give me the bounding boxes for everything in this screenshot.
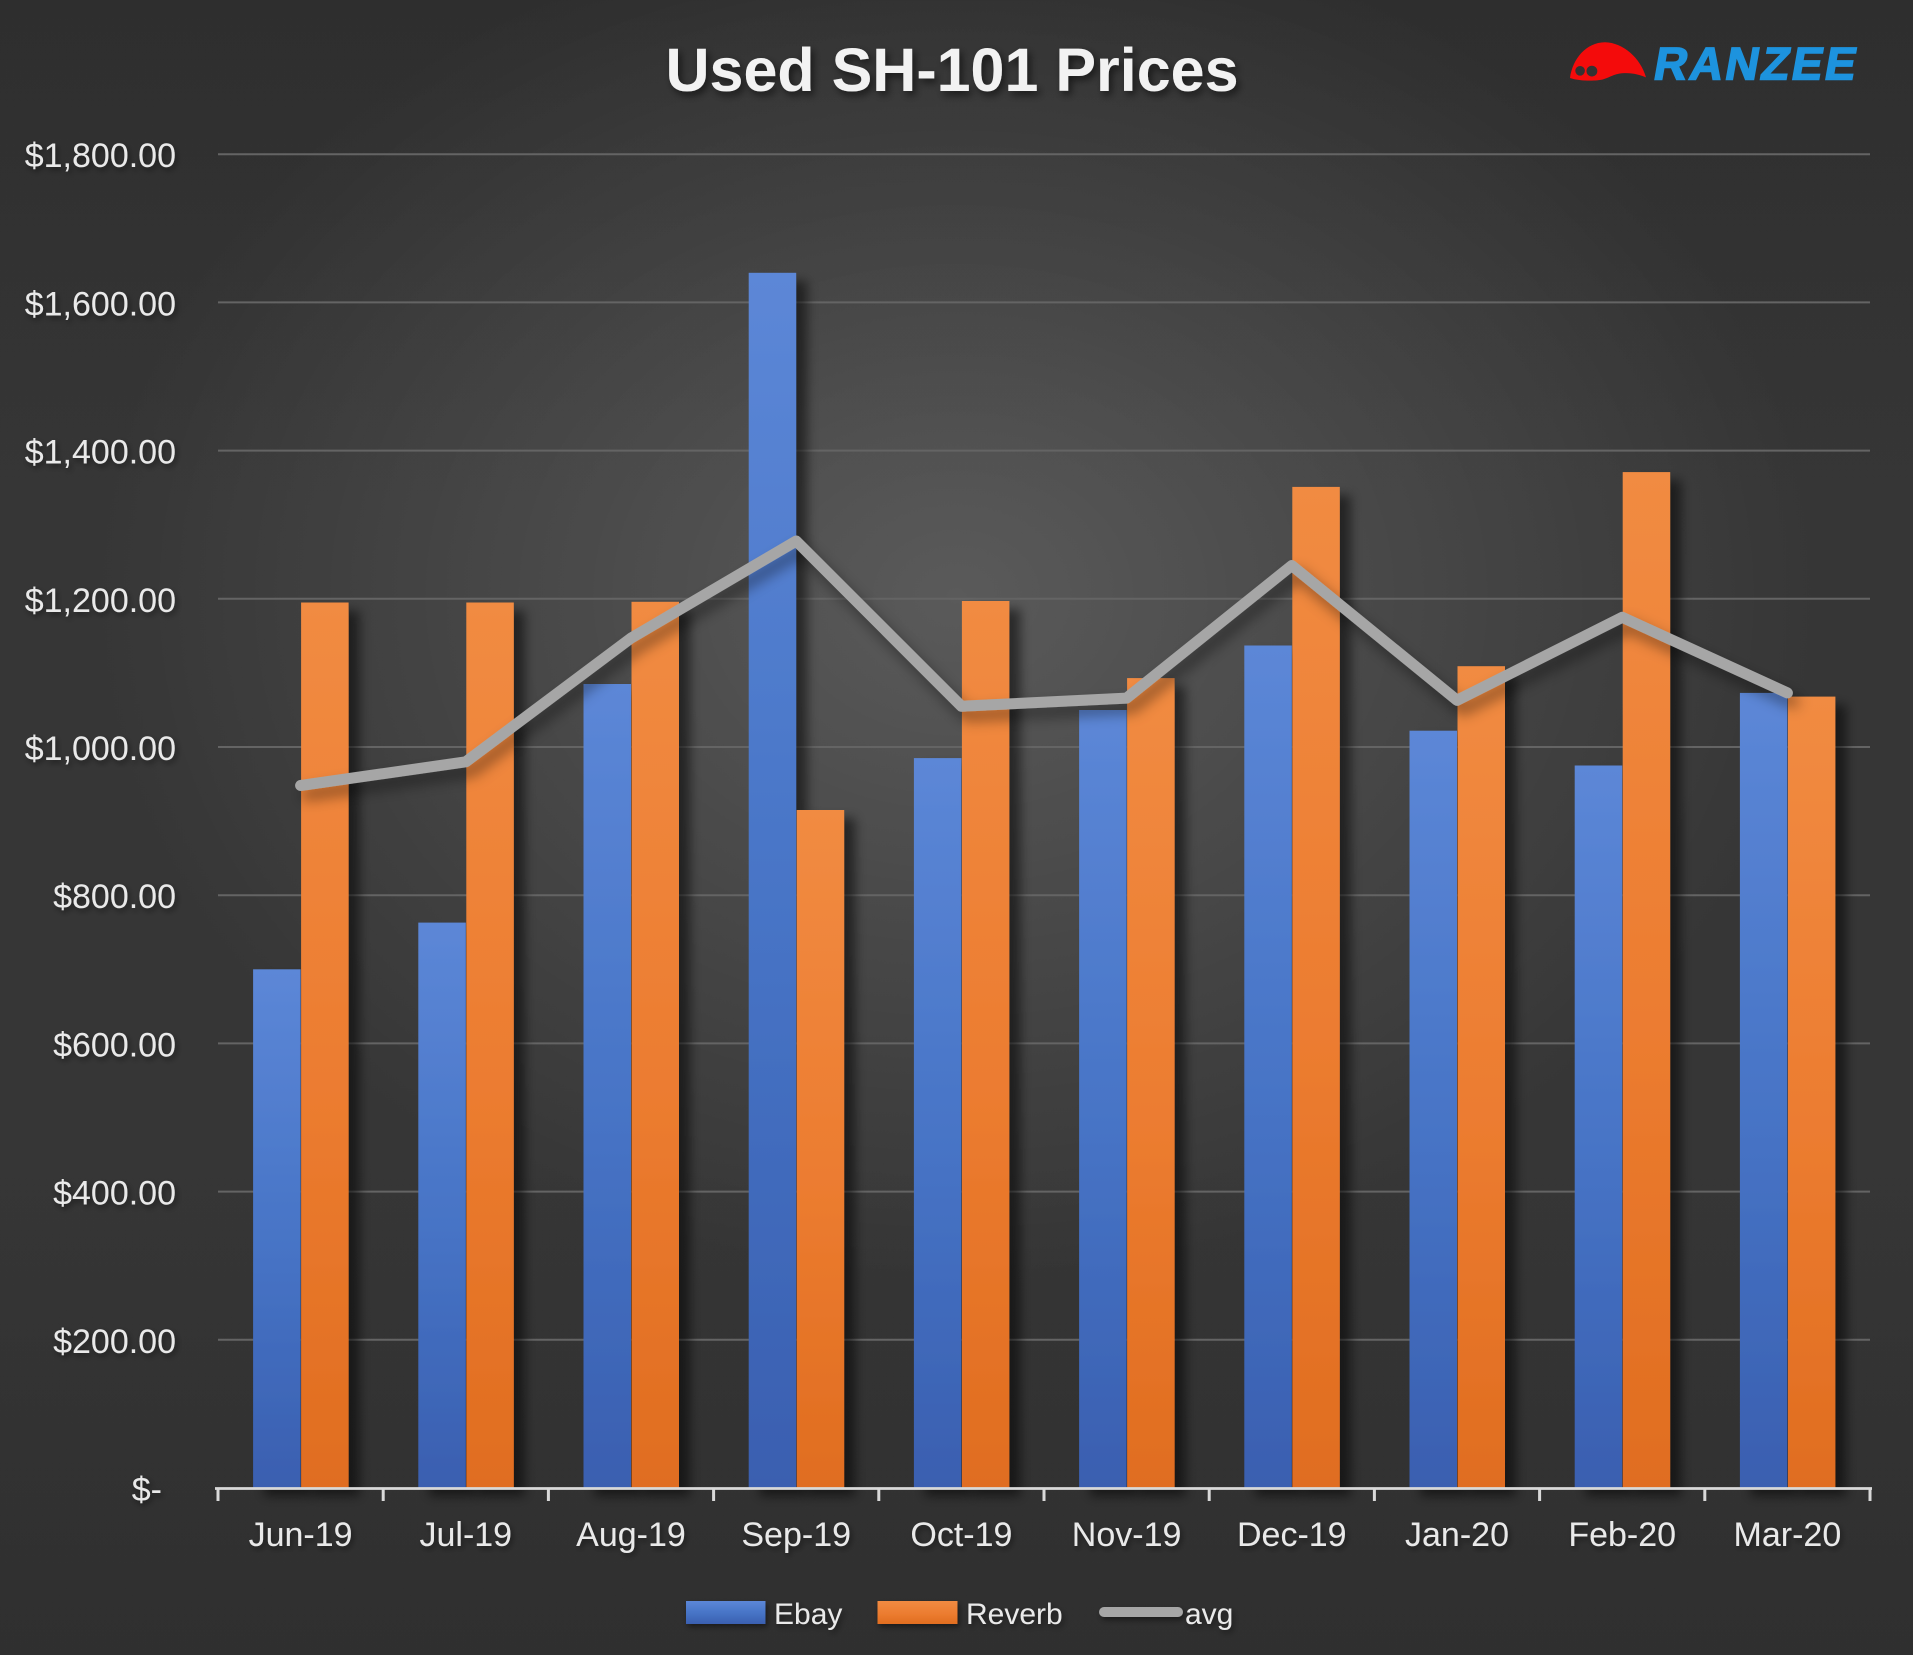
svg-text:$1,800.00: $1,800.00 <box>25 137 176 175</box>
svg-text:RANZEE: RANZEE <box>1650 38 1863 90</box>
svg-text:$600.00: $600.00 <box>53 1026 176 1064</box>
svg-text:$800.00: $800.00 <box>53 878 176 916</box>
svg-text:Nov-19: Nov-19 <box>1072 1516 1182 1554</box>
svg-text:Feb-20: Feb-20 <box>1568 1516 1676 1554</box>
svg-text:Jun-19: Jun-19 <box>249 1516 353 1554</box>
svg-text:Jul-19: Jul-19 <box>419 1516 512 1554</box>
svg-text:$400.00: $400.00 <box>53 1175 176 1213</box>
svg-text:$200.00: $200.00 <box>53 1323 176 1361</box>
svg-text:Mar-20: Mar-20 <box>1734 1516 1842 1554</box>
svg-text:$1,600.00: $1,600.00 <box>25 285 176 323</box>
svg-text:$1,000.00: $1,000.00 <box>25 730 176 768</box>
svg-text:Dec-19: Dec-19 <box>1237 1516 1347 1554</box>
svg-text:Ebay: Ebay <box>774 1598 842 1631</box>
svg-text:$1,400.00: $1,400.00 <box>25 434 176 472</box>
svg-text:Oct-19: Oct-19 <box>910 1516 1012 1554</box>
svg-text:Jan-20: Jan-20 <box>1405 1516 1509 1554</box>
svg-text:$1,200.00: $1,200.00 <box>25 582 176 620</box>
svg-text:Sep-19: Sep-19 <box>741 1516 851 1554</box>
svg-text:Used SH-101 Prices: Used SH-101 Prices <box>665 36 1238 104</box>
svg-text:avg: avg <box>1185 1598 1233 1631</box>
svg-text:$-: $- <box>132 1471 162 1509</box>
svg-text:Reverb: Reverb <box>966 1598 1063 1631</box>
svg-text:Aug-19: Aug-19 <box>576 1516 686 1554</box>
